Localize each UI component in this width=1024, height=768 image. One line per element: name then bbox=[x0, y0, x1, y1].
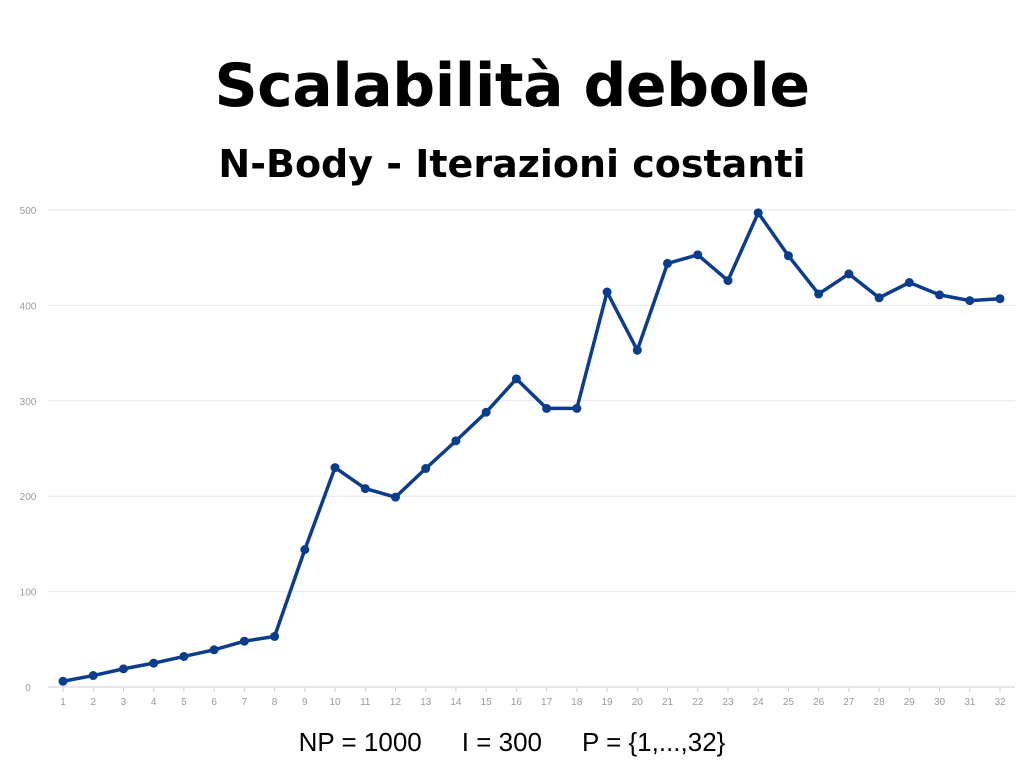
data-point bbox=[270, 631, 280, 641]
x-tick-label: 4 bbox=[151, 697, 157, 708]
x-tick-label: 32 bbox=[994, 697, 1006, 708]
x-tick-label: 27 bbox=[843, 697, 855, 708]
x-tick-label: 23 bbox=[722, 697, 734, 708]
y-tick-label: 500 bbox=[20, 206, 37, 217]
x-tick-label: 15 bbox=[481, 697, 493, 708]
data-point bbox=[58, 676, 68, 686]
x-tick-label: 21 bbox=[662, 697, 674, 708]
data-point bbox=[390, 492, 400, 502]
data-points bbox=[58, 208, 1005, 686]
x-tick-label: 2 bbox=[90, 697, 96, 708]
x-tick-label: 20 bbox=[632, 697, 644, 708]
data-point bbox=[935, 290, 945, 300]
x-tick-label: 19 bbox=[602, 697, 614, 708]
data-point bbox=[209, 645, 219, 655]
data-point bbox=[421, 464, 431, 474]
data-point bbox=[965, 296, 975, 306]
x-tick-label: 18 bbox=[571, 697, 583, 708]
data-point bbox=[572, 403, 582, 413]
y-tick-label: 300 bbox=[20, 397, 37, 408]
chart-title: Scalabilità debole bbox=[214, 51, 810, 121]
data-point bbox=[88, 671, 98, 681]
gridlines bbox=[48, 209, 1015, 692]
data-point bbox=[149, 658, 159, 668]
x-tick-label: 3 bbox=[121, 697, 127, 708]
x-tick-label: 26 bbox=[813, 697, 825, 708]
data-point bbox=[451, 436, 461, 446]
x-tick-labels: 1 2 3 4 5 6 7 8 9 10 11 12 13 14 15 16 17 18 19 20 21 22 23 24 2… bbox=[60, 697, 1006, 708]
y-tick-label: 200 bbox=[20, 492, 37, 503]
y-tick-label: 100 bbox=[20, 588, 37, 599]
x-tick-label: 16 bbox=[511, 697, 523, 708]
x-tick-label: 14 bbox=[450, 697, 462, 708]
data-point bbox=[239, 636, 249, 646]
data-point bbox=[179, 651, 189, 661]
x-tick-label: 5 bbox=[181, 697, 187, 708]
data-point bbox=[330, 463, 340, 473]
data-point bbox=[904, 278, 914, 288]
x-tick-label: 31 bbox=[964, 697, 976, 708]
data-point bbox=[663, 258, 673, 268]
x-tick-label: 28 bbox=[874, 697, 886, 708]
x-tick-label: 13 bbox=[420, 697, 432, 708]
data-point bbox=[814, 289, 824, 299]
p-parameter: P = {1,...,32} bbox=[581, 727, 726, 757]
y-tick-label: 0 bbox=[25, 683, 31, 694]
data-point bbox=[723, 276, 733, 286]
data-point bbox=[753, 208, 763, 218]
x-tick-label: 24 bbox=[753, 697, 765, 708]
data-point bbox=[602, 287, 612, 297]
np-parameter: NP = 1000 bbox=[298, 727, 422, 757]
x-tick-label: 6 bbox=[211, 697, 217, 708]
series-line bbox=[61, 211, 1002, 684]
x-tick-label: 22 bbox=[692, 697, 704, 708]
parameters-caption: NP = 1000 I = 300 P = {1,...,32} bbox=[0, 724, 1024, 760]
x-tick-label: 8 bbox=[272, 697, 278, 708]
data-point bbox=[360, 484, 370, 494]
data-point bbox=[300, 545, 310, 555]
x-tick-label: 9 bbox=[302, 697, 308, 708]
y-tick-labels: 0 100 200 300 400 500 bbox=[20, 206, 37, 694]
data-point bbox=[481, 407, 491, 417]
data-point bbox=[995, 294, 1005, 304]
x-tick-label: 30 bbox=[934, 697, 946, 708]
x-tick-label: 7 bbox=[242, 697, 248, 708]
x-tick-label: 10 bbox=[329, 697, 341, 708]
series-line-group bbox=[61, 211, 1002, 684]
y-tick-label: 400 bbox=[20, 301, 37, 312]
x-tick-label: 12 bbox=[390, 697, 402, 708]
data-point bbox=[844, 269, 854, 279]
x-tick-label: 17 bbox=[541, 697, 553, 708]
data-point bbox=[542, 403, 552, 413]
chart-subtitle: N-Body - Iterazioni costanti bbox=[218, 142, 806, 186]
data-point bbox=[874, 293, 884, 303]
i-parameter: I = 300 bbox=[461, 727, 542, 757]
data-point bbox=[783, 251, 793, 261]
data-point bbox=[118, 664, 128, 674]
x-tick-label: 11 bbox=[360, 697, 371, 708]
x-tick-label: 29 bbox=[904, 697, 916, 708]
data-point bbox=[632, 345, 642, 355]
x-tick-label: 1 bbox=[60, 697, 66, 708]
x-tick-label: 25 bbox=[783, 697, 795, 708]
data-point bbox=[693, 250, 703, 260]
data-point bbox=[511, 374, 521, 384]
